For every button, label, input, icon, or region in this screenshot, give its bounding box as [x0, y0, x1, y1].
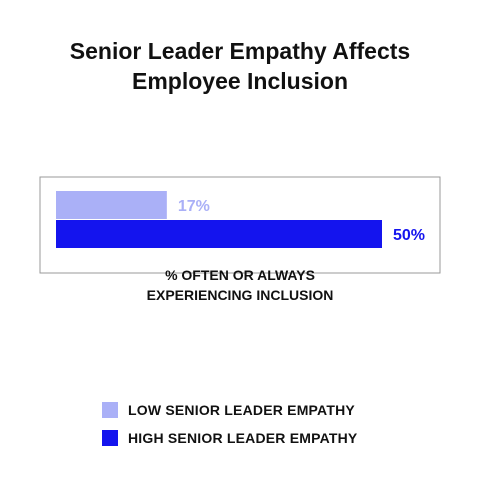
- bars-layer: 17% 50%: [56, 191, 425, 248]
- bar-low: [56, 191, 167, 219]
- data-label-high: 50%: [393, 227, 425, 244]
- legend-swatch-high: [102, 430, 118, 446]
- legend: LOW SENIOR LEADER EMPATHY HIGH SENIOR LE…: [102, 396, 357, 452]
- legend-label-low: LOW SENIOR LEADER EMPATHY: [128, 402, 355, 418]
- bar-high: [56, 220, 382, 248]
- chart-title: Senior Leader Empathy Affects Employee I…: [0, 36, 480, 96]
- legend-item-low: LOW SENIOR LEADER EMPATHY: [102, 396, 357, 424]
- x-axis-label-line-2: EXPERIENCING INCLUSION: [146, 287, 334, 303]
- chart-title-line-1: Senior Leader Empathy Affects: [69, 38, 411, 64]
- legend-swatch-low: [102, 402, 118, 418]
- legend-label-high: HIGH SENIOR LEADER EMPATHY: [128, 430, 358, 446]
- legend-item-high: HIGH SENIOR LEADER EMPATHY: [102, 424, 357, 452]
- plot-frame: [39, 176, 441, 274]
- x-axis-label: % OFTEN OR ALWAYS EXPERIENCING INCLUSION: [0, 265, 480, 305]
- data-label-low: 17%: [178, 198, 210, 215]
- x-axis-label-line-1: % OFTEN OR ALWAYS: [165, 267, 315, 283]
- chart-title-line-2: Employee Inclusion: [132, 68, 348, 94]
